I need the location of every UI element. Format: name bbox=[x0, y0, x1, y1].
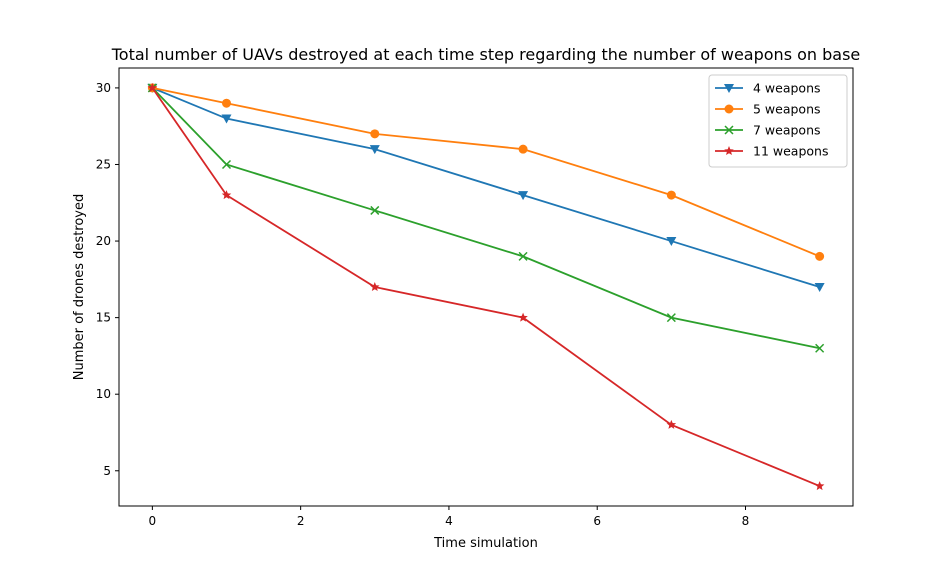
data-point-5-weapons bbox=[370, 129, 380, 139]
data-point-11-weapons bbox=[814, 481, 825, 491]
y-axis-label: Number of drones destroyed bbox=[72, 194, 87, 381]
legend-box bbox=[708, 74, 848, 168]
y-tick-label: 25 bbox=[96, 157, 111, 171]
x-tick-label: 8 bbox=[742, 514, 750, 528]
data-point-4-weapons bbox=[666, 237, 677, 247]
plot-area bbox=[118, 67, 854, 507]
x-tick-label: 6 bbox=[593, 514, 601, 528]
series-line-7-weapons bbox=[151, 87, 820, 350]
data-point-11-weapons bbox=[370, 282, 380, 292]
series-line-4-weapons bbox=[152, 87, 820, 288]
legend-marker bbox=[724, 146, 734, 156]
legend-item-7-weapons: 7 weapons bbox=[715, 123, 821, 138]
series-line-11-weapons bbox=[151, 87, 820, 487]
chart-title: Total number of UAVs destroyed at each t… bbox=[111, 45, 861, 64]
data-point-4-weapons bbox=[221, 114, 232, 124]
legend-label: 7 weapons bbox=[753, 123, 821, 138]
legend-label: 11 weapons bbox=[753, 144, 828, 159]
x-tick-label: 2 bbox=[297, 514, 305, 528]
series-layer bbox=[147, 82, 825, 491]
y-axis: 5 10 15 20 25 30 bbox=[96, 81, 119, 478]
legend-item-5-weapons: 5 weapons bbox=[715, 102, 821, 117]
data-point-4-weapons bbox=[518, 191, 529, 201]
legend-label: 4 weapons bbox=[753, 81, 821, 96]
data-point-5-weapons bbox=[666, 190, 676, 200]
plot-frame bbox=[118, 67, 854, 507]
series-11-weapons bbox=[147, 82, 825, 491]
y-tick-label: 10 bbox=[96, 387, 111, 401]
data-point-7-weapons bbox=[370, 205, 380, 215]
y-tick-label: 5 bbox=[103, 464, 111, 478]
legend-label: 5 weapons bbox=[753, 102, 821, 117]
legend-item-11-weapons: 11 weapons bbox=[715, 144, 828, 159]
data-point-4-weapons bbox=[369, 145, 380, 155]
legend-marker bbox=[724, 84, 734, 93]
data-point-11-weapons bbox=[518, 312, 528, 322]
series-7-weapons bbox=[147, 83, 825, 353]
data-point-7-weapons bbox=[221, 159, 232, 170]
y-tick-label: 30 bbox=[96, 81, 111, 95]
data-point-7-weapons bbox=[666, 313, 676, 323]
data-point-7-weapons bbox=[518, 251, 528, 261]
legend-item-4-weapons: 4 weapons bbox=[715, 81, 821, 96]
data-point-7-weapons bbox=[815, 343, 825, 353]
legend: 4 weapons 5 weapons 7 weapons 11 weapons bbox=[708, 74, 848, 168]
legend-marker bbox=[724, 125, 734, 135]
data-point-5-weapons bbox=[222, 98, 232, 108]
data-point-11-weapons bbox=[221, 190, 232, 200]
x-tick-label: 4 bbox=[445, 514, 453, 528]
y-tick-label: 20 bbox=[96, 234, 111, 248]
y-tick-label: 15 bbox=[96, 311, 111, 325]
data-point-5-weapons bbox=[815, 251, 825, 261]
series-line-5-weapons bbox=[152, 87, 820, 258]
legend-marker bbox=[724, 104, 734, 114]
x-axis-label: Time simulation bbox=[433, 536, 538, 551]
x-tick-label: 0 bbox=[149, 514, 157, 528]
data-point-11-weapons bbox=[147, 82, 158, 92]
x-axis: 0 2 4 6 8 bbox=[149, 506, 750, 528]
data-point-11-weapons bbox=[666, 419, 677, 429]
data-point-4-weapons bbox=[814, 283, 825, 292]
data-point-5-weapons bbox=[518, 144, 528, 154]
